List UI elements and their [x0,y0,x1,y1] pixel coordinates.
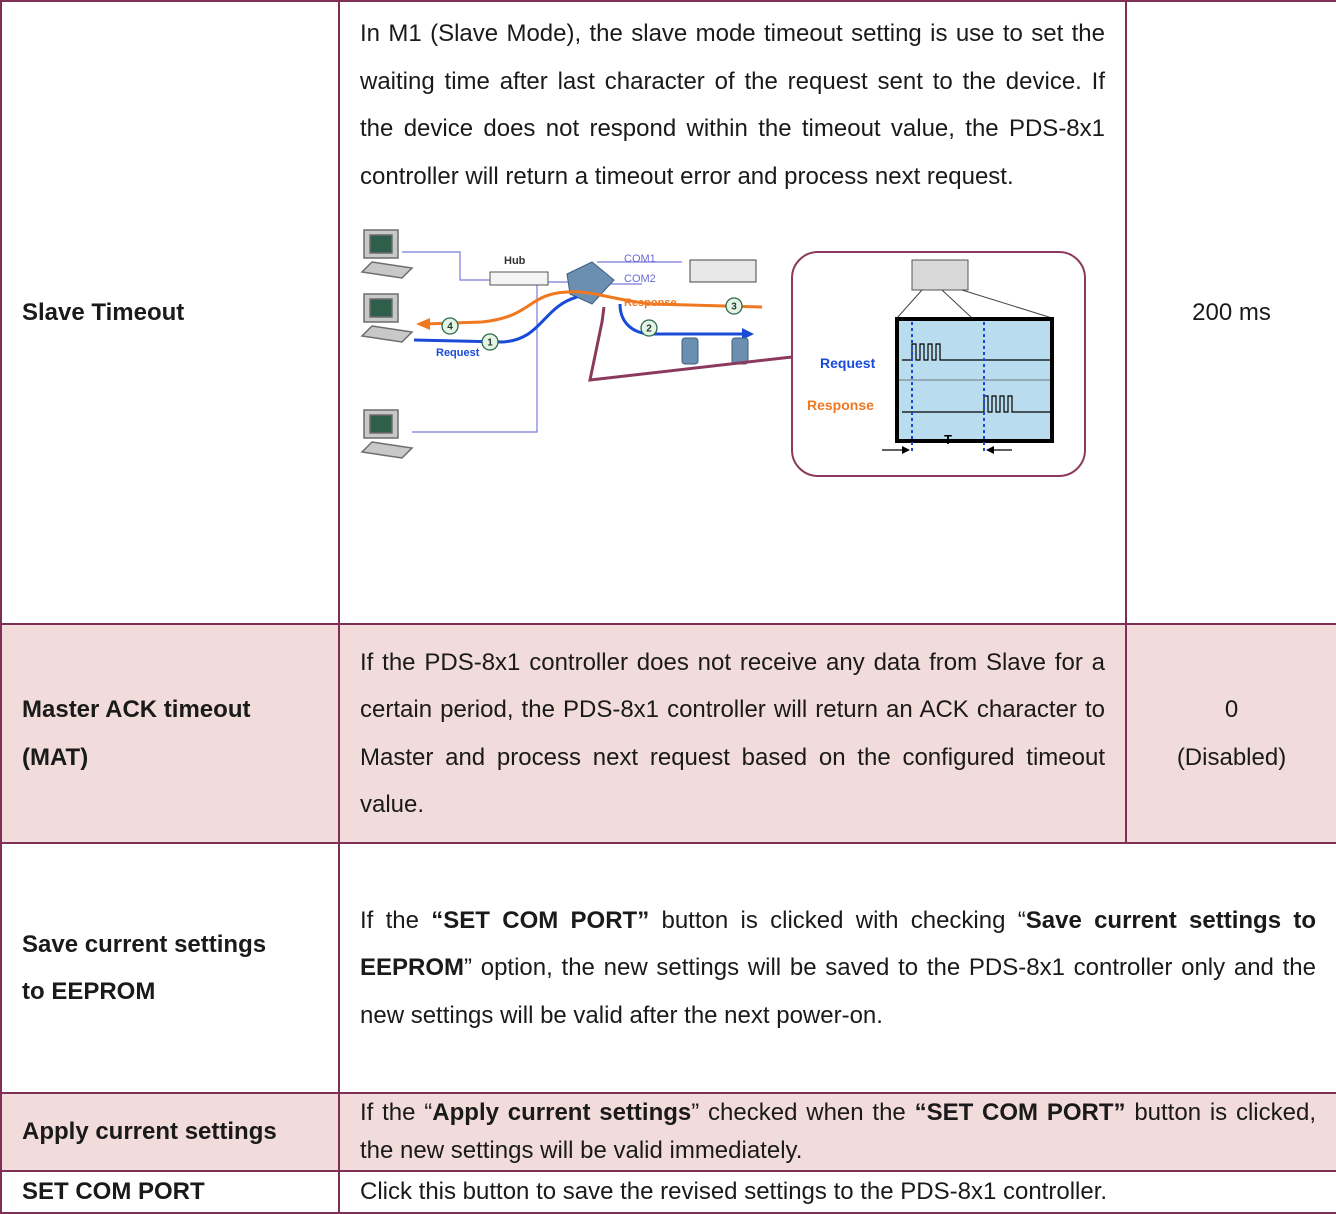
step-markers [441,297,743,351]
text-run: button is clicked, the new settings will… [360,1099,1316,1164]
setting-default: 200 ms [1125,0,1336,625]
setting-default: 0 (Disabled) [1125,623,1336,844]
default-text: (Disabled) [1176,743,1287,771]
name-text: SET COM PORT [22,1178,205,1205]
scope-request-label: Request [820,355,876,371]
setting-name: SET COM PORT [0,1170,340,1214]
row: Save current settings to EEPROM If the “S… [0,842,1336,1094]
step-label: 1 [487,338,493,349]
row: Master ACK timeout (MAT) If the PDS-8x1 c… [0,623,1336,844]
step-label: 4 [447,322,453,333]
bold-run: Apply current settings [432,1099,692,1126]
text-run: ” option, the new settings will be saved… [360,954,1316,1029]
name-text: (MAT) [22,743,89,771]
period-label: T [944,432,952,447]
description-text: In M1 (Slave Mode), the slave mode timeo… [360,20,1105,190]
setting-description: In M1 (Slave Mode), the slave mode timeo… [338,0,1127,625]
request-label: Request [436,347,480,359]
network-lines [402,251,682,433]
name-text: Save current settings [22,930,267,958]
hub-label: Hub [504,255,526,267]
setting-name: Apply current settings [0,1092,340,1172]
timeout-diagram: Hub COM1 COM2 Response Request 1 2 3 [360,229,1086,477]
response-path [423,290,763,326]
name-text: to EEPROM [22,978,156,1005]
setting-description: If the PDS-8x1 controller does not recei… [338,623,1127,844]
setting-description: If the “SET COM PORT” button is clicked … [338,842,1336,1094]
com1-label: COM1 [624,253,656,265]
setting-name: Slave Timeout [0,0,340,625]
text-run: If the [360,906,432,934]
step-label: 3 [731,302,737,313]
name-text: Master ACK timeout [22,696,251,723]
scope-response-label: Response [807,397,874,413]
computers [360,229,414,459]
row: Slave Timeout In M1 (Slave Mode), the sl… [0,0,1336,625]
row: SET COM PORT Click this button to save t… [0,1170,1336,1214]
name-text: Apply current settings [22,1118,277,1146]
slave-devices [681,337,749,365]
setting-name: Master ACK timeout (MAT) [0,623,340,844]
meter [689,259,757,283]
default-text: 200 ms [1192,298,1271,326]
response-wave [902,395,1050,413]
bold-run: “SET COM PORT” [431,906,650,934]
default-text: 0 [1224,696,1239,723]
description-text: If the PDS-8x1 controller does not recei… [360,648,1105,819]
bold-run: “SET COM PORT” [914,1099,1126,1126]
row: Apply current settings If the “Apply cur… [0,1092,1336,1172]
description-text: Click this button to save the revised se… [360,1178,1108,1205]
name-text: Slave Timeout [22,298,185,326]
response-label: Response [624,297,677,309]
text-run: button is clicked with checking “ [649,906,1026,934]
com2-label: COM2 [624,273,656,285]
step-label: 2 [646,324,652,335]
request-wave [902,343,1050,361]
setting-name: Save current settings to EEPROM [0,842,340,1094]
callout-line [588,306,793,382]
oscilloscope [911,259,969,291]
description-text: If the “SET COM PORT” button is clicked … [360,897,1316,1040]
description-text: If the “Apply current settings” checked … [360,1094,1316,1170]
setting-description: If the “Apply current settings” checked … [338,1092,1336,1172]
setting-description: Click this button to save the revised se… [338,1170,1336,1214]
hub [489,271,549,286]
bold-run: Save current settings to EEPROM [360,906,1316,982]
text-run: ” checked when the [691,1099,915,1126]
text-run: If the “ [360,1099,433,1126]
